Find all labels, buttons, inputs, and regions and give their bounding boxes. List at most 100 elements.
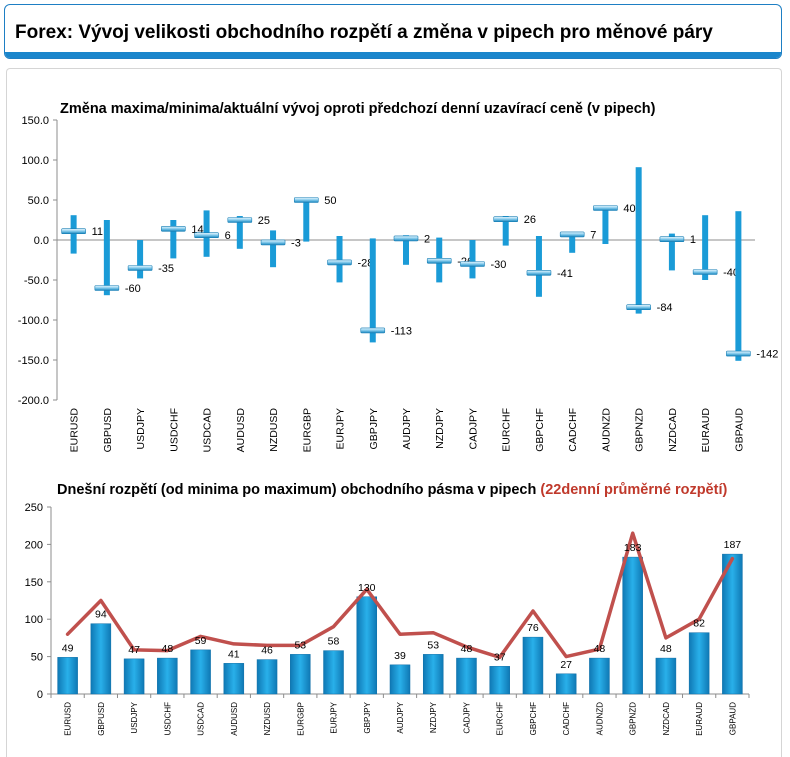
x-category-label: GBPAUD	[733, 408, 745, 452]
average-range-line	[65, 531, 735, 660]
value-label: 7	[590, 229, 596, 241]
value-label: 58	[328, 636, 340, 648]
x-category-label: USDJPY	[130, 701, 139, 733]
x-category-label: USDCHF	[163, 702, 172, 735]
page-title: Forex: Vývoj velikosti obchodního rozpět…	[15, 22, 713, 43]
range-bar	[123, 658, 145, 695]
value-label: 94	[95, 609, 107, 621]
current-marker	[726, 350, 751, 357]
range-bar	[223, 663, 245, 695]
current-marker	[526, 270, 552, 276]
current-marker	[227, 217, 253, 223]
x-category-label: EURUSD	[69, 408, 81, 453]
x-category-label: CADCHF	[562, 702, 571, 735]
x-category-label: GBPNZD	[629, 702, 638, 736]
range-bar	[103, 220, 110, 296]
current-marker	[493, 216, 519, 222]
value-label: -84	[657, 302, 673, 314]
x-category-label: GBPUSD	[97, 702, 106, 736]
x-category-label: EURCHF	[496, 702, 505, 735]
value-label: -30	[490, 259, 506, 271]
range-bar	[622, 556, 643, 695]
range-bar	[303, 197, 310, 242]
x-category-label: EURUSD	[64, 702, 73, 736]
range-bar	[389, 664, 411, 695]
current-marker	[393, 235, 419, 242]
y-tick-label: 100.0	[21, 155, 49, 167]
value-label: 53	[294, 639, 306, 651]
x-category-label: AUDNZD	[600, 408, 612, 452]
value-label: 26	[524, 214, 536, 226]
range-bar	[569, 232, 576, 253]
range-bar	[489, 666, 510, 695]
y-tick-label: -50.0	[24, 275, 49, 287]
value-label: 48	[461, 643, 473, 655]
range-bar	[702, 215, 709, 280]
x-category-label: NZDUSD	[263, 702, 272, 736]
range-bar	[668, 233, 675, 271]
x-category-label: NZDCAD	[667, 408, 679, 452]
current-marker	[260, 239, 286, 246]
value-label: -28	[358, 257, 374, 269]
x-category-label: GBPCHF	[534, 408, 546, 452]
x-category-label: NZDUSD	[268, 408, 280, 452]
value-label: 48	[660, 643, 672, 655]
value-label: 48	[161, 643, 173, 655]
chart2-title: Dnešní rozpětí (od minima po maximum) ob…	[57, 482, 727, 498]
value-label: 183	[624, 542, 642, 554]
value-label: 11	[92, 226, 103, 238]
x-category-label: AUDNZD	[595, 702, 604, 736]
range-bar	[456, 657, 477, 695]
x-category-label: USDCAD	[197, 702, 206, 736]
current-marker	[161, 226, 186, 232]
range-bar	[635, 167, 642, 314]
x-category-label: AUDJPY	[396, 701, 405, 733]
x-category-label: USDCAD	[202, 408, 214, 453]
y-tick-label: 50	[31, 652, 43, 664]
x-category-label: EURAUD	[700, 408, 712, 453]
y-tick-label: -100.0	[18, 315, 49, 327]
y-tick-label: 250	[25, 502, 43, 514]
x-category-label: EURGBP	[301, 408, 313, 452]
value-label: -41	[557, 268, 573, 280]
chart2-title-highlight: (22denní průměrné rozpětí)	[540, 482, 728, 498]
x-category-label: GBPJPY	[368, 408, 380, 449]
range-bar	[70, 215, 77, 254]
x-category-label: GBPAUD	[728, 702, 737, 735]
y-tick-label: 50.0	[28, 195, 49, 207]
x-category-label: USDCHF	[168, 408, 180, 452]
value-label: 25	[258, 215, 270, 227]
range-bar	[589, 657, 610, 695]
y-tick-label: 0	[37, 689, 43, 701]
current-marker	[593, 205, 618, 211]
range-bar	[502, 216, 509, 246]
value-label: 82	[693, 618, 705, 630]
value-label: 1	[690, 234, 696, 246]
value-label: -40	[723, 267, 739, 279]
y-tick-label: 150	[25, 577, 43, 589]
x-category-label: NZDJPY	[434, 408, 446, 449]
value-label: -35	[158, 263, 174, 275]
range-bar	[157, 657, 178, 695]
range-bar	[403, 235, 409, 265]
value-label: 40	[623, 203, 635, 215]
range-bar	[90, 623, 112, 695]
current-marker	[127, 265, 153, 271]
x-category-label: AUDUSD	[235, 408, 247, 453]
y-tick-label: 150.0	[21, 115, 49, 127]
value-label: -113	[391, 325, 412, 337]
value-label: 41	[228, 648, 240, 660]
range-bar	[170, 220, 177, 259]
value-label: 50	[324, 195, 336, 207]
range-bar	[422, 654, 444, 695]
y-tick-label: 200	[25, 539, 43, 551]
x-category-label: NZDCAD	[662, 702, 671, 736]
daily-range-chart: 250 200 150 100 50 0 49 EURUSD 94 GBPUSD 47 USDJPY 4…	[25, 502, 750, 736]
value-label: 47	[128, 644, 140, 656]
current-marker	[460, 261, 485, 267]
range-bar	[356, 596, 378, 695]
value-label: 76	[527, 622, 539, 634]
chart2-title-main: Dnešní rozpětí (od minima po maximum) ob…	[57, 482, 537, 498]
value-label: -60	[125, 283, 141, 295]
value-label: 46	[261, 645, 273, 657]
